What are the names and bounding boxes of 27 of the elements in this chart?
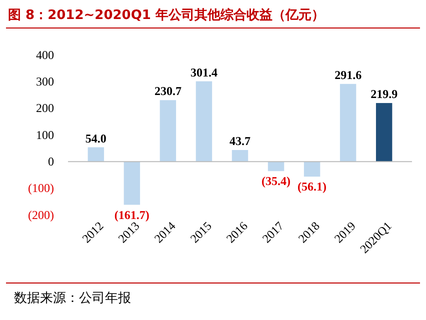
bar	[232, 150, 248, 162]
source-note: 数据来源：公司年报	[14, 291, 131, 306]
chart-title: 图 8：2012~2020Q1 年公司其他综合收益（亿元）	[8, 7, 324, 23]
bar	[124, 162, 140, 205]
data-label: 291.6	[334, 68, 362, 82]
y-tick-label: 100	[36, 128, 54, 142]
data-label: 54.0	[85, 131, 106, 146]
y-tick-label: 400	[36, 48, 54, 62]
data-label: 219.9	[370, 87, 398, 102]
y-tick-label: (200)	[28, 208, 54, 222]
y-tick-label: 200	[36, 101, 54, 116]
bar	[268, 162, 284, 172]
data-label: (56.1)	[298, 180, 327, 194]
bar	[376, 103, 392, 162]
data-label: 230.7	[154, 84, 182, 98]
y-tick-label: (100)	[28, 181, 54, 196]
bar	[196, 81, 212, 162]
y-tick-label: 300	[36, 74, 54, 89]
bar	[160, 100, 176, 162]
y-tick-label: 0	[48, 154, 54, 169]
bar	[88, 147, 104, 162]
data-label: 301.4	[190, 65, 218, 80]
bar	[304, 162, 320, 177]
data-label: (35.4)	[262, 174, 291, 188]
data-label: 43.7	[230, 134, 250, 148]
bar	[340, 84, 356, 162]
data-label: (161.7)	[114, 208, 150, 222]
